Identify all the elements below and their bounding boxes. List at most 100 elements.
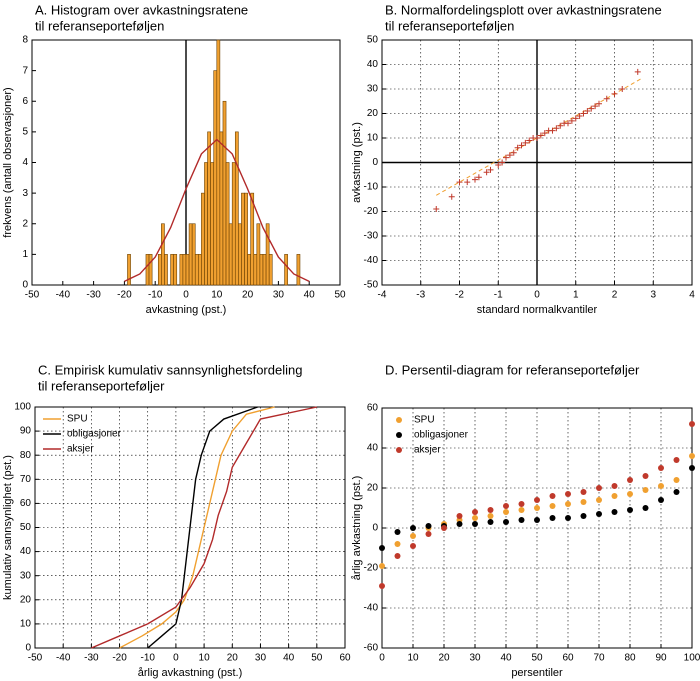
data-point [456, 513, 463, 519]
x-tick-label: 0 [534, 290, 540, 301]
histogram-bar [284, 254, 288, 286]
y-axis-label: frekvens (antall observasjoner) [2, 87, 14, 237]
histogram-bar [182, 254, 187, 286]
data-point [611, 90, 618, 97]
data-point [611, 493, 618, 499]
data-point [514, 144, 521, 151]
data-point [425, 531, 432, 537]
data-point [394, 553, 401, 559]
y-tick-label: 7 [22, 65, 28, 76]
y-tick-label: 4 [22, 157, 28, 168]
legend-label: aksjer [67, 444, 94, 455]
histogram-bar [247, 254, 251, 286]
x-tick-label: -4 [378, 290, 387, 301]
y-tick-label: 2 [22, 218, 28, 229]
data-point [627, 507, 633, 513]
y-tick-label: 8 [22, 35, 28, 46]
y-tick-label: 60 [20, 498, 32, 509]
chart-title: C. Empirisk kumulativ sannsynlighetsford… [38, 362, 302, 377]
histogram-bar [216, 39, 221, 286]
y-tick-label: 40 [367, 443, 379, 454]
legend-label: obligasjoner [414, 430, 469, 441]
data-point [689, 465, 695, 471]
x-tick-label: 20 [438, 653, 450, 664]
legend-swatch [396, 447, 402, 453]
x-tick-label: 1 [573, 290, 579, 301]
chart-title: B. Normalfordelingsplott over avkastning… [385, 2, 662, 17]
data-point [410, 533, 416, 539]
legend-label: SPU [414, 415, 435, 426]
data-point [611, 509, 618, 515]
y-tick-label: 0 [25, 643, 31, 654]
plot-frame [34, 406, 346, 649]
data-point [487, 519, 494, 525]
histogram-bar [191, 223, 196, 286]
y-tick-label: -60 [364, 643, 379, 654]
data-point [565, 491, 571, 497]
x-tick-label: -30 [86, 290, 101, 301]
y-axis-label: årlig avkastning (pst.) [351, 476, 363, 581]
data-point [534, 517, 540, 523]
x-tick-label: 10 [407, 653, 419, 664]
data-point [410, 525, 416, 531]
y-tick-label: 6 [22, 96, 28, 107]
x-tick-label: -40 [56, 290, 71, 301]
data-point [580, 499, 587, 505]
data-point [518, 517, 525, 523]
x-tick-label: 20 [242, 290, 254, 301]
y-tick-label: 10 [20, 619, 32, 630]
y-tick-label: 5 [22, 127, 28, 138]
data-point [483, 169, 490, 176]
x-tick-label: -50 [28, 653, 43, 664]
histogram-bar [244, 192, 248, 286]
chart-title: D. Persentil-diagram for referanseportef… [385, 362, 640, 377]
data-point [475, 174, 482, 181]
histogram-bar [234, 131, 239, 286]
y-tick-label: 20 [367, 108, 379, 119]
histogram-bar [198, 254, 202, 286]
data-point [541, 130, 548, 137]
x-tick-label: 90 [655, 653, 667, 664]
data-point [642, 487, 649, 493]
y-axis-label: avkastning (pst.) [351, 122, 363, 203]
data-point [487, 513, 494, 519]
histogram-bar [296, 254, 301, 286]
x-tick-label: -20 [112, 653, 127, 664]
fit-line [436, 78, 642, 196]
x-tick-label: 10 [199, 653, 211, 664]
histogram-bar [170, 254, 174, 286]
data-point [448, 193, 455, 200]
x-tick-label: 10 [211, 290, 223, 301]
x-axis-label: avkastning (pst.) [146, 304, 227, 316]
data-point [627, 491, 633, 497]
x-tick-label: 60 [339, 653, 351, 664]
data-point [634, 68, 641, 75]
data-point [537, 132, 544, 139]
histogram-bar [204, 162, 208, 286]
histogram-bar [265, 223, 270, 286]
data-point [503, 519, 509, 525]
x-tick-label: -20 [117, 290, 132, 301]
data-point [456, 179, 463, 186]
y-tick-label: 100 [14, 402, 31, 413]
histogram-bar [194, 254, 199, 286]
data-point [394, 529, 401, 535]
x-tick-label: 50 [311, 653, 323, 664]
data-point [580, 513, 587, 519]
x-tick-label: 20 [227, 653, 239, 664]
cdf-line [147, 406, 258, 649]
data-point [549, 515, 556, 521]
x-tick-label: 0 [173, 653, 179, 664]
x-axis-label: årlig avkastning (pst.) [138, 667, 243, 679]
x-tick-label: -10 [141, 653, 156, 664]
data-point [611, 483, 618, 489]
histogram-bar [127, 254, 131, 286]
x-tick-label: -1 [494, 290, 503, 301]
cdf-line [119, 406, 275, 649]
plot-frame [381, 407, 693, 649]
y-tick-label: 50 [367, 35, 379, 46]
data-point [689, 453, 695, 459]
histogram-bar [225, 162, 230, 286]
chart-panel: D. Persentil-diagram for referanseportef… [351, 362, 700, 678]
